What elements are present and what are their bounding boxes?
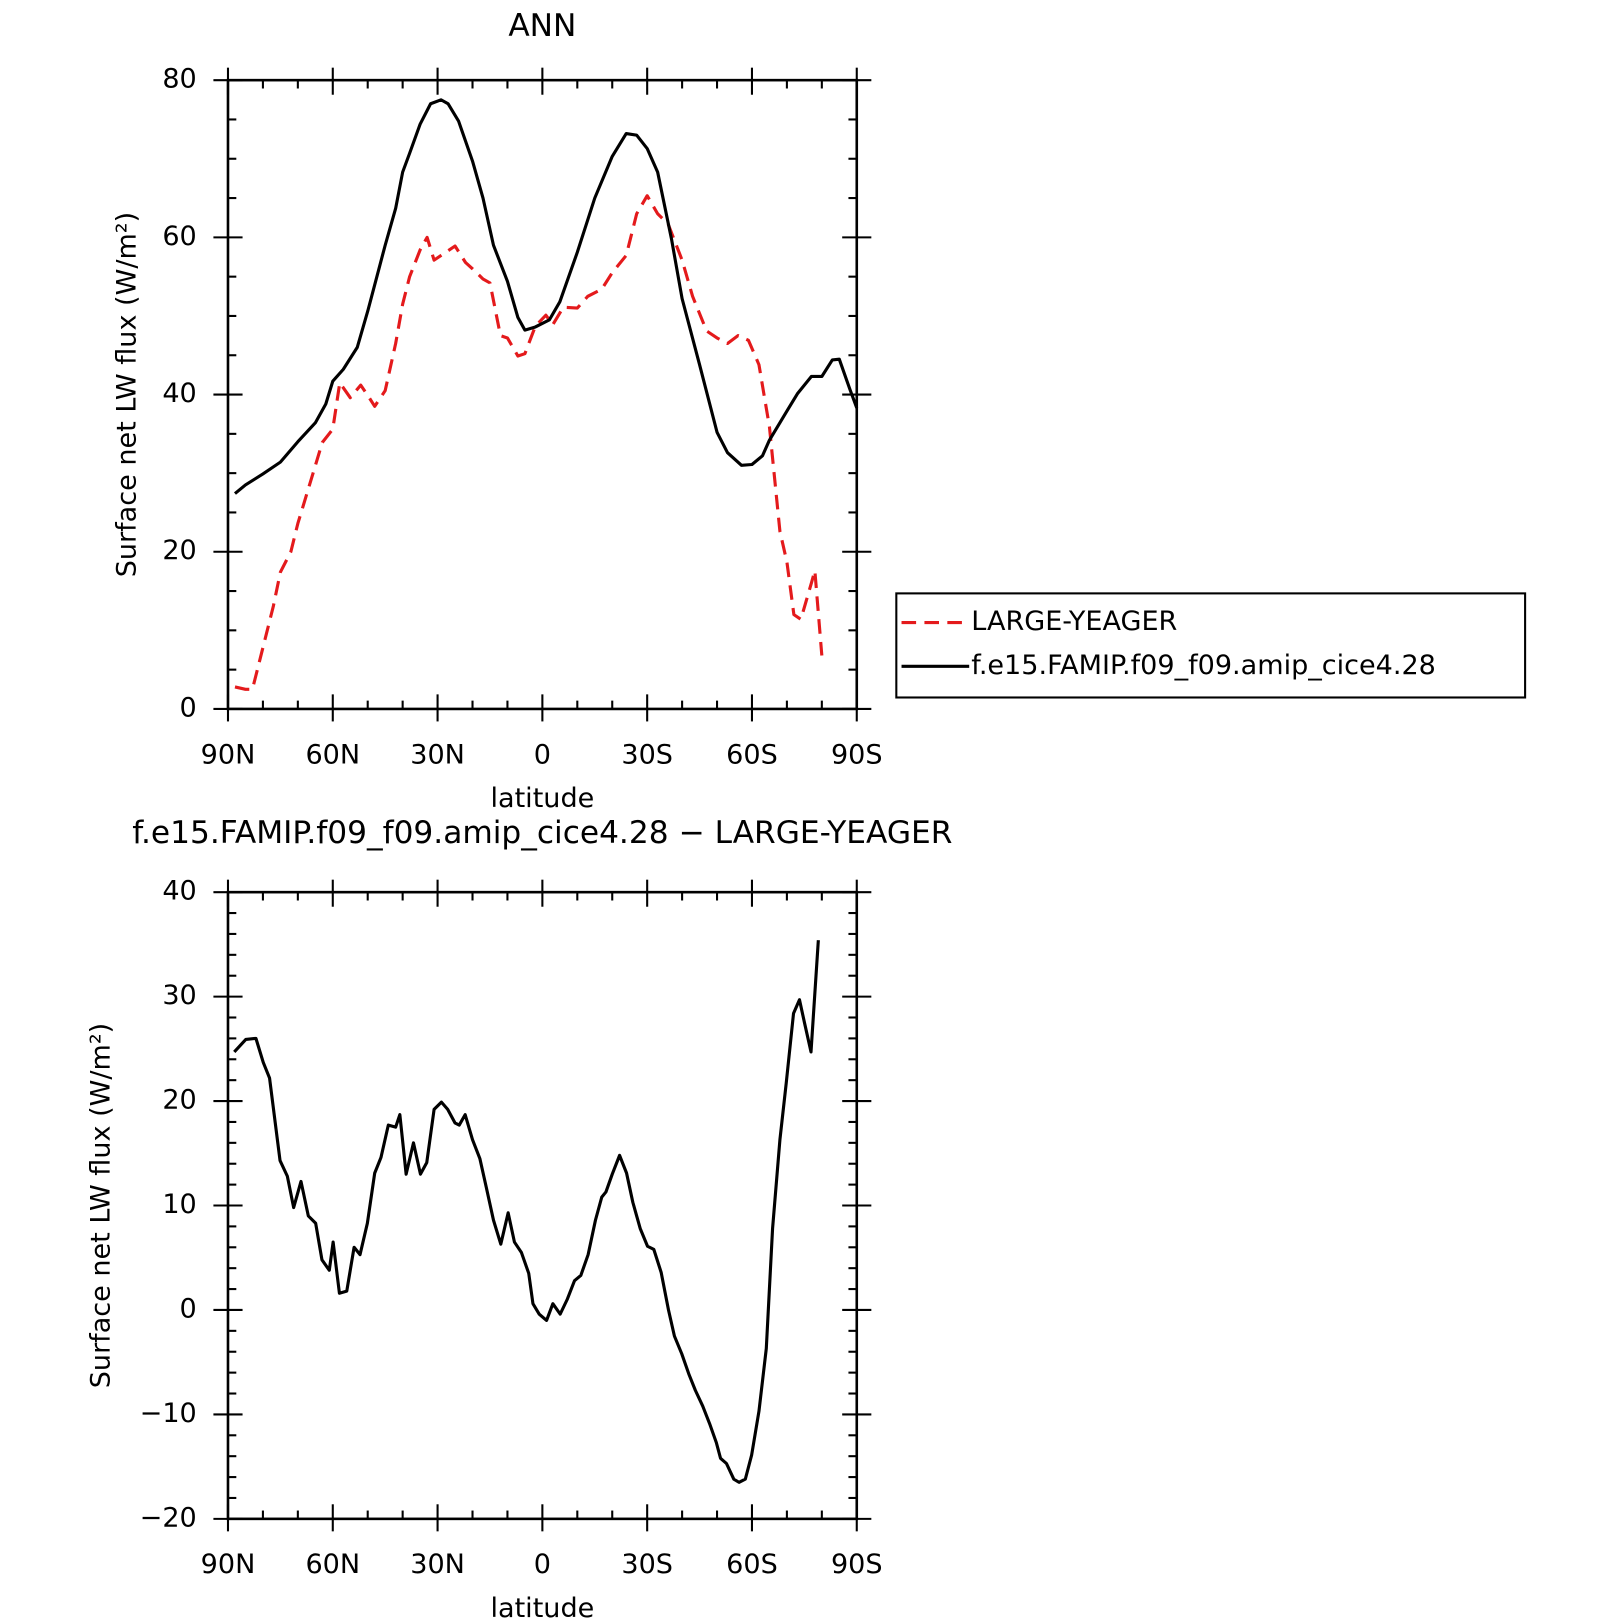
x-tick-label: 30N xyxy=(410,739,465,770)
x-tick-label: 30N xyxy=(410,1549,465,1580)
x-tick-label: 90N xyxy=(201,1549,256,1580)
y-tick-label: −20 xyxy=(140,1502,197,1533)
x-tick-label: 60S xyxy=(726,1549,778,1580)
plot-frame xyxy=(226,78,859,711)
x-axis-label: latitude xyxy=(490,783,594,814)
x-tick-label: 60S xyxy=(726,739,778,770)
chart-title: f.e15.FAMIP.f09_f09.amip_cice4.28 − LARG… xyxy=(132,815,952,851)
y-tick-label: 40 xyxy=(162,378,196,409)
x-tick-label: 90S xyxy=(831,739,883,770)
data-line xyxy=(234,194,824,691)
x-tick-label: 0 xyxy=(534,1549,551,1580)
y-tick-label: 40 xyxy=(162,876,196,907)
y-tick-label: 20 xyxy=(162,535,196,566)
x-axis-label: latitude xyxy=(490,1593,594,1624)
legend-label: f.e15.FAMIP.f09_f09.amip_cice4.28 xyxy=(971,650,1436,681)
data-line xyxy=(233,98,859,495)
y-axis-label: Surface net LW flux (W/m²) xyxy=(112,212,143,577)
x-tick-label: 0 xyxy=(534,739,551,770)
y-tick-label: 20 xyxy=(162,1085,196,1116)
chart-title: ANN xyxy=(508,8,576,44)
legend-box xyxy=(895,592,1527,699)
data-line xyxy=(233,940,820,1484)
x-tick-label: 90S xyxy=(831,1549,883,1580)
x-tick-label: 60N xyxy=(305,1549,360,1580)
legend: LARGE-YEAGER f.e15.FAMIP.f09_f09.amip_cic… xyxy=(895,592,1527,699)
panel: f.e15.FAMIP.f09_f09.amip_cice4.28 − LARG… xyxy=(86,815,953,1624)
legend-label: LARGE-YEAGER xyxy=(971,606,1177,637)
y-tick-label: 80 xyxy=(162,64,196,95)
plot-frame xyxy=(226,890,859,1521)
y-tick-label: 10 xyxy=(162,1189,196,1220)
y-tick-label: 0 xyxy=(180,692,197,723)
panel: ANN 90N 60N 30N 0 30S 60S 90S 0 20 40 60 80 latitude S… xyxy=(112,8,1527,814)
x-tick-label: 30S xyxy=(621,1549,673,1580)
x-tick-label: 90N xyxy=(201,739,256,770)
y-tick-label: 30 xyxy=(162,980,196,1011)
y-tick-label: 60 xyxy=(162,221,196,252)
x-tick-label: 30S xyxy=(621,739,673,770)
y-tick-label: −10 xyxy=(140,1398,197,1429)
y-axis-label: Surface net LW flux (W/m²) xyxy=(86,1023,117,1388)
y-tick-label: 0 xyxy=(180,1293,197,1324)
x-tick-label: 60N xyxy=(305,739,360,770)
